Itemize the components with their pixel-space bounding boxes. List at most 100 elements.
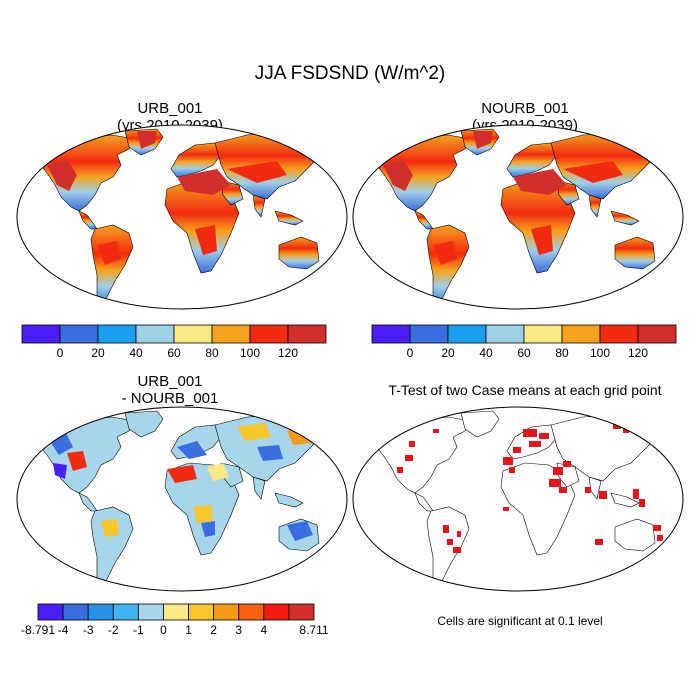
colorbar-swatch [62,603,89,621]
colorbar-swatch [188,603,215,621]
significant-cell [657,535,663,541]
significant-cell [585,487,591,493]
colorbar-nourb: 0 20 40 60 80 100 120 [371,324,677,360]
significant-cell [397,467,403,473]
significant-cell [559,487,567,493]
significant-cell [549,479,561,487]
significant-cell [453,547,461,553]
significant-cell [503,593,509,599]
colorbar-swatch [211,324,251,344]
colorbar-tick-label: 100 [590,346,610,360]
colorbar-tick-label: 80 [555,346,569,360]
significant-cell [533,599,545,603]
colorbar-tick-label: -2 [108,623,119,637]
diff-blobs [47,423,313,541]
colorbar-swatch [523,324,563,344]
colorbar-swatch [137,603,164,621]
panel-title-line: URB_001 [137,100,203,117]
colorbar-tick-label: 2 [210,623,217,637]
colorbar-tick-label: 120 [278,346,298,360]
colorbar-tick-label: 100 [240,346,260,360]
colorbar-tick-label: 1 [185,623,192,637]
colorbar-swatch [112,603,139,621]
colorbar-tick-label: -3 [83,623,94,637]
significant-cell [583,599,597,603]
colorbar-tick-label: 20 [441,346,455,360]
colorbar-swatch [485,324,525,344]
panel-title-ttest: T-Test of two Case means at each grid po… [355,382,695,399]
colorbar-swatch [163,603,189,621]
panel-title-line: NOURB_001 [481,100,569,117]
colorbar-tick-label: -8.791 [21,623,55,637]
colorbar-tick-label: 60 [167,346,181,360]
significant-cell [563,461,571,467]
significance-note: Cells are significant at 0.1 level [437,614,603,628]
colorbar-tick-label: 60 [517,346,531,360]
significant-cells [397,423,663,603]
significant-cell [529,441,541,447]
hotspots [47,131,287,265]
significant-cell [409,441,415,447]
colorbar-swatch [249,324,289,344]
colorbar-swatch [287,324,327,344]
map-panel-urb [16,124,348,310]
panel-title-line: T-Test of two Case means at each grid po… [388,382,662,398]
colorbar-tick-label: 40 [129,346,143,360]
colorbar-swatch [263,603,290,621]
significant-cell [513,447,521,453]
colorbar-swatch [447,324,487,344]
significant-cell [595,539,603,545]
significant-cell [523,429,537,437]
colorbar-swatch [288,603,315,621]
figure-title: JJA FSDSND (W/m^2) [254,63,446,84]
colorbar-tick-label: 3 [235,623,242,637]
significant-cell [457,531,461,537]
panel-title-line: - NOURB_001 [121,390,219,407]
colorbar-tick-label: 0 [57,346,64,360]
colorbar-swatch [59,324,99,344]
significant-cell [473,597,483,601]
colorbar-tick-label: -1 [133,623,144,637]
map-panel-diff [16,406,348,592]
colorbar-swatch [21,324,61,344]
significant-cell [433,429,439,433]
colorbar-swatch [97,324,137,344]
colorbar-swatch [238,603,265,621]
colorbar-tick-label: 0 [160,623,167,637]
significant-cell [405,455,413,461]
colorbar-diff: -8.791 -4 -3 -2 -1 0 1 2 3 4 8.711 [21,603,329,637]
colorbar-swatch [371,324,411,344]
significant-cell [633,489,639,499]
significant-cell [433,599,441,603]
significant-cell [613,423,621,429]
map-panel-ttest [352,406,684,603]
colorbar-urb: 0 20 40 60 80 100 120 [21,324,327,360]
significant-cell [503,507,509,511]
significant-cell [553,467,563,475]
colorbar-swatch [637,324,677,344]
colorbar-tick-label: 80 [205,346,219,360]
significant-cell [639,499,645,507]
colorbar-swatch [37,603,64,621]
map-panel-nourb [352,124,684,310]
colorbar-tick-label: 20 [91,346,105,360]
significant-cell [623,427,629,433]
colorbar-swatch [409,324,449,344]
colorbar-tick-label: -4 [58,623,69,637]
significant-cell [447,539,453,545]
significant-cell [443,525,449,533]
panel-title-diff: URB_001 - NOURB_001 [85,373,255,407]
colorbar-swatch [173,324,213,344]
colorbar-swatch [213,603,240,621]
significant-cell [653,525,661,531]
significant-cell [509,467,515,473]
colorbar-swatch [135,324,175,344]
hotspots [383,131,623,265]
colorbar-tick-label: 120 [628,346,648,360]
colorbar-swatch [561,324,601,344]
significant-cell [599,491,607,499]
significant-cell [539,433,549,439]
colorbar-tick-label: 0 [407,346,414,360]
significant-cell [503,457,513,465]
